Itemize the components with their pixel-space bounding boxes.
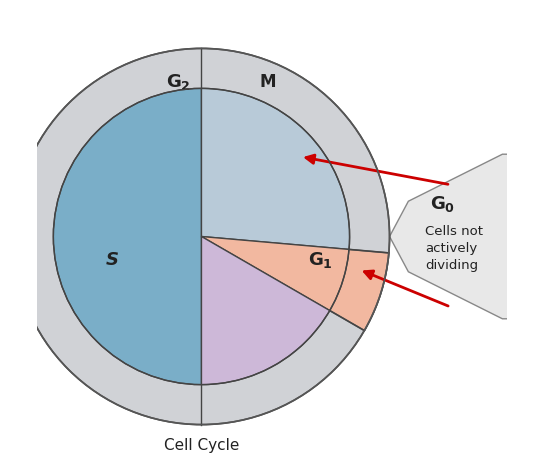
Text: Cells not
actively
dividing: Cells not actively dividing <box>425 225 483 272</box>
Wedge shape <box>201 88 350 249</box>
Text: $\mathbf{G_0}$: $\mathbf{G_0}$ <box>430 193 455 214</box>
Text: $\mathbf{G_2}$: $\mathbf{G_2}$ <box>165 72 190 92</box>
Wedge shape <box>201 236 349 311</box>
Text: $\mathbf{M}$: $\mathbf{M}$ <box>259 73 276 91</box>
Wedge shape <box>53 88 201 385</box>
Wedge shape <box>201 236 389 331</box>
Text: $\mathbf{G_1}$: $\mathbf{G_1}$ <box>307 250 332 270</box>
Text: S: S <box>106 251 119 269</box>
Wedge shape <box>201 236 330 385</box>
Circle shape <box>14 48 390 425</box>
Polygon shape <box>390 154 521 319</box>
Text: Cell Cycle: Cell Cycle <box>164 438 239 453</box>
